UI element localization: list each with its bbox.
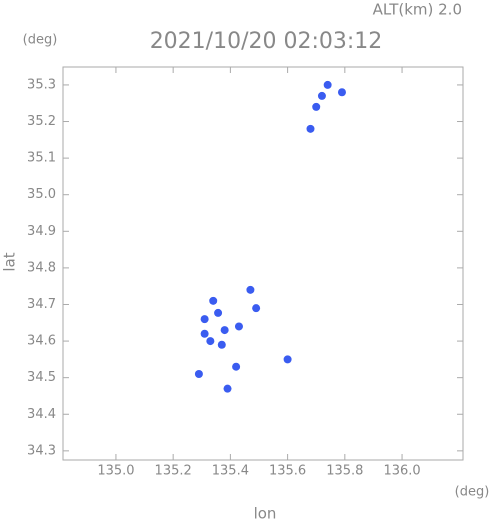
echo-cell [312,102,321,111]
echo-cell [220,326,229,335]
echo-cell [246,285,255,294]
y-tick-label: 34.7 [27,297,56,312]
x-tick-label: 135.0 [97,464,134,479]
chart-subtitle: ALT(km) 2.0 [373,1,462,19]
y-tick-label: 35.1 [27,151,56,166]
x-tick-label: 136.0 [383,464,420,479]
echo-cell [317,91,326,100]
y-tick-label: 35.0 [27,187,56,202]
x-unit: (deg) [455,485,490,500]
echo-cell [337,88,346,97]
x-tick-label: 135.4 [212,464,249,479]
echo-cell [323,80,332,89]
x-axis-label: lon [254,505,277,521]
x-tick-label: 135.2 [155,464,192,479]
x-tick-label: 135.8 [326,464,363,479]
echo-cell [232,362,241,371]
y-tick-label: 34.8 [27,260,56,275]
y-tick-label: 34.3 [27,443,56,458]
y-unit: (deg) [23,33,58,48]
y-tick-label: 34.4 [27,407,56,422]
echo-cell [194,370,203,379]
echo-cell [200,329,209,338]
y-tick-label: 34.6 [27,334,56,349]
y-axis-label: lat [1,252,19,271]
y-tick-label: 34.9 [27,224,56,239]
echo-cell [217,340,226,349]
x-tick-label: 135.6 [269,464,306,479]
echo-cell [306,124,315,133]
echo-cell [206,337,215,346]
echo-cell [200,315,209,324]
y-tick-label: 34.5 [27,370,56,385]
chart-title: 2021/10/20 02:03:12 [150,29,383,54]
y-tick-label: 35.2 [27,114,56,129]
echo-cell [234,322,243,331]
echo-cell [209,296,218,305]
echo-cell [223,384,232,393]
echo-cell [214,308,223,317]
echo-cell [283,355,292,364]
echo-cell [252,304,261,313]
y-tick-label: 35.3 [27,77,56,92]
plot-frame [62,66,464,461]
